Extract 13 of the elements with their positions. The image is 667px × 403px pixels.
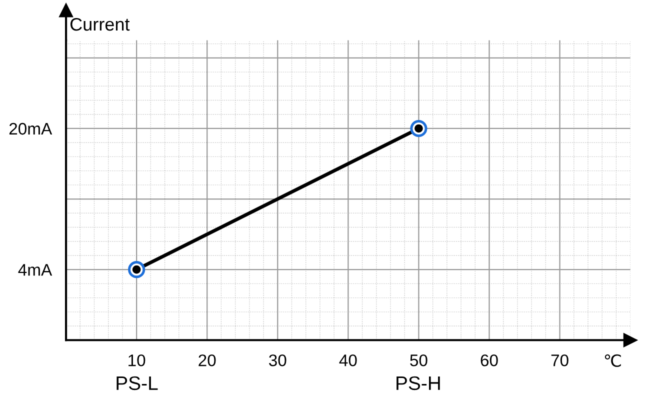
x-tick-label: 30 <box>269 354 286 366</box>
text: PS-H <box>396 376 440 390</box>
y-tick-label: 4mA <box>18 264 52 276</box>
x-tick-label: 40 <box>339 354 357 366</box>
x-tick-label: 70 <box>551 354 568 366</box>
text: PS-L <box>116 376 158 390</box>
y-tick-label: 20mA <box>9 122 52 135</box>
x-axis-title: ℃ <box>604 354 621 367</box>
x-tick-label: 50 <box>410 354 428 366</box>
y-axis-title: Current <box>70 18 130 31</box>
x-tick-label: 10 <box>128 354 146 366</box>
x-tick-label: 60 <box>480 354 498 366</box>
x-tick-label: 20 <box>198 354 216 366</box>
